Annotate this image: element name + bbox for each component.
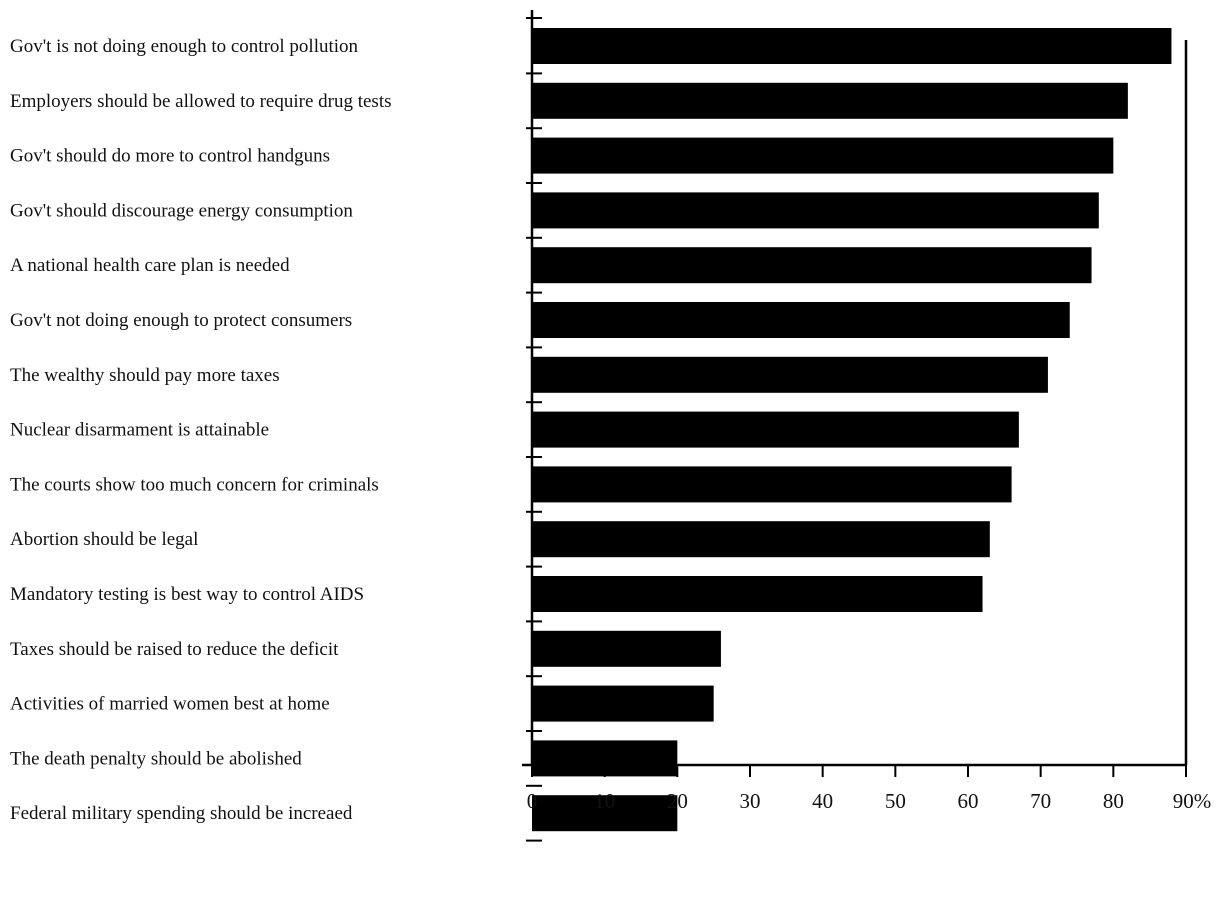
x-tick-label: 50 <box>885 789 906 813</box>
category-label: Federal military spending should be incr… <box>10 803 353 824</box>
bar <box>532 82 1128 119</box>
category-label: Gov't not doing enough to protect consum… <box>10 310 352 331</box>
bar <box>532 411 1019 448</box>
bar <box>532 247 1092 284</box>
bar <box>532 302 1070 338</box>
x-tick-label: 10 <box>594 789 615 813</box>
category-label: Gov't should do more to control handguns <box>10 146 330 167</box>
category-label: Employers should be allowed to require d… <box>10 91 392 112</box>
bar <box>532 521 990 558</box>
x-tick-label: 30 <box>740 789 761 813</box>
category-label: The death penalty should be abolished <box>10 748 302 769</box>
bar <box>532 466 1012 503</box>
bar <box>532 356 1048 393</box>
category-label: Gov't is not doing enough to control pol… <box>10 36 359 57</box>
category-labels: Gov't is not doing enough to control pol… <box>10 36 392 824</box>
category-label: Abortion should be legal <box>10 529 198 550</box>
category-label: Mandatory testing is best way to control… <box>10 584 364 605</box>
x-tick-label: 60 <box>958 789 979 813</box>
bar <box>532 192 1099 229</box>
x-tick-label: 20 <box>667 789 688 813</box>
category-label: Activities of married women best at home <box>10 694 330 715</box>
category-label: The wealthy should pay more taxes <box>10 365 280 386</box>
bar <box>532 576 983 612</box>
axes-group <box>522 10 1188 767</box>
category-label: Gov't should discourage energy consumpti… <box>10 200 353 221</box>
x-tick-label: 90% <box>1173 789 1212 813</box>
bar <box>532 137 1114 174</box>
bar <box>532 630 721 667</box>
category-label: Taxes should be raised to reduce the def… <box>10 639 339 660</box>
x-axis-ticks: 0 10 20 30 40 50 60 70 80 90% <box>526 17 1212 842</box>
x-tick-label: 80 <box>1103 789 1124 813</box>
category-label: The courts show too much concern for cri… <box>10 474 379 495</box>
category-label: A national health care plan is needed <box>10 255 290 276</box>
bar <box>532 28 1172 64</box>
x-tick-label: 40 <box>812 789 833 813</box>
x-tick-label: 0 <box>527 789 538 813</box>
bar <box>532 685 714 722</box>
category-label: Nuclear disarmament is attainable <box>10 420 269 441</box>
bars-group <box>532 28 1172 832</box>
bar <box>532 795 678 832</box>
x-tick-label: 70 <box>1030 789 1051 813</box>
